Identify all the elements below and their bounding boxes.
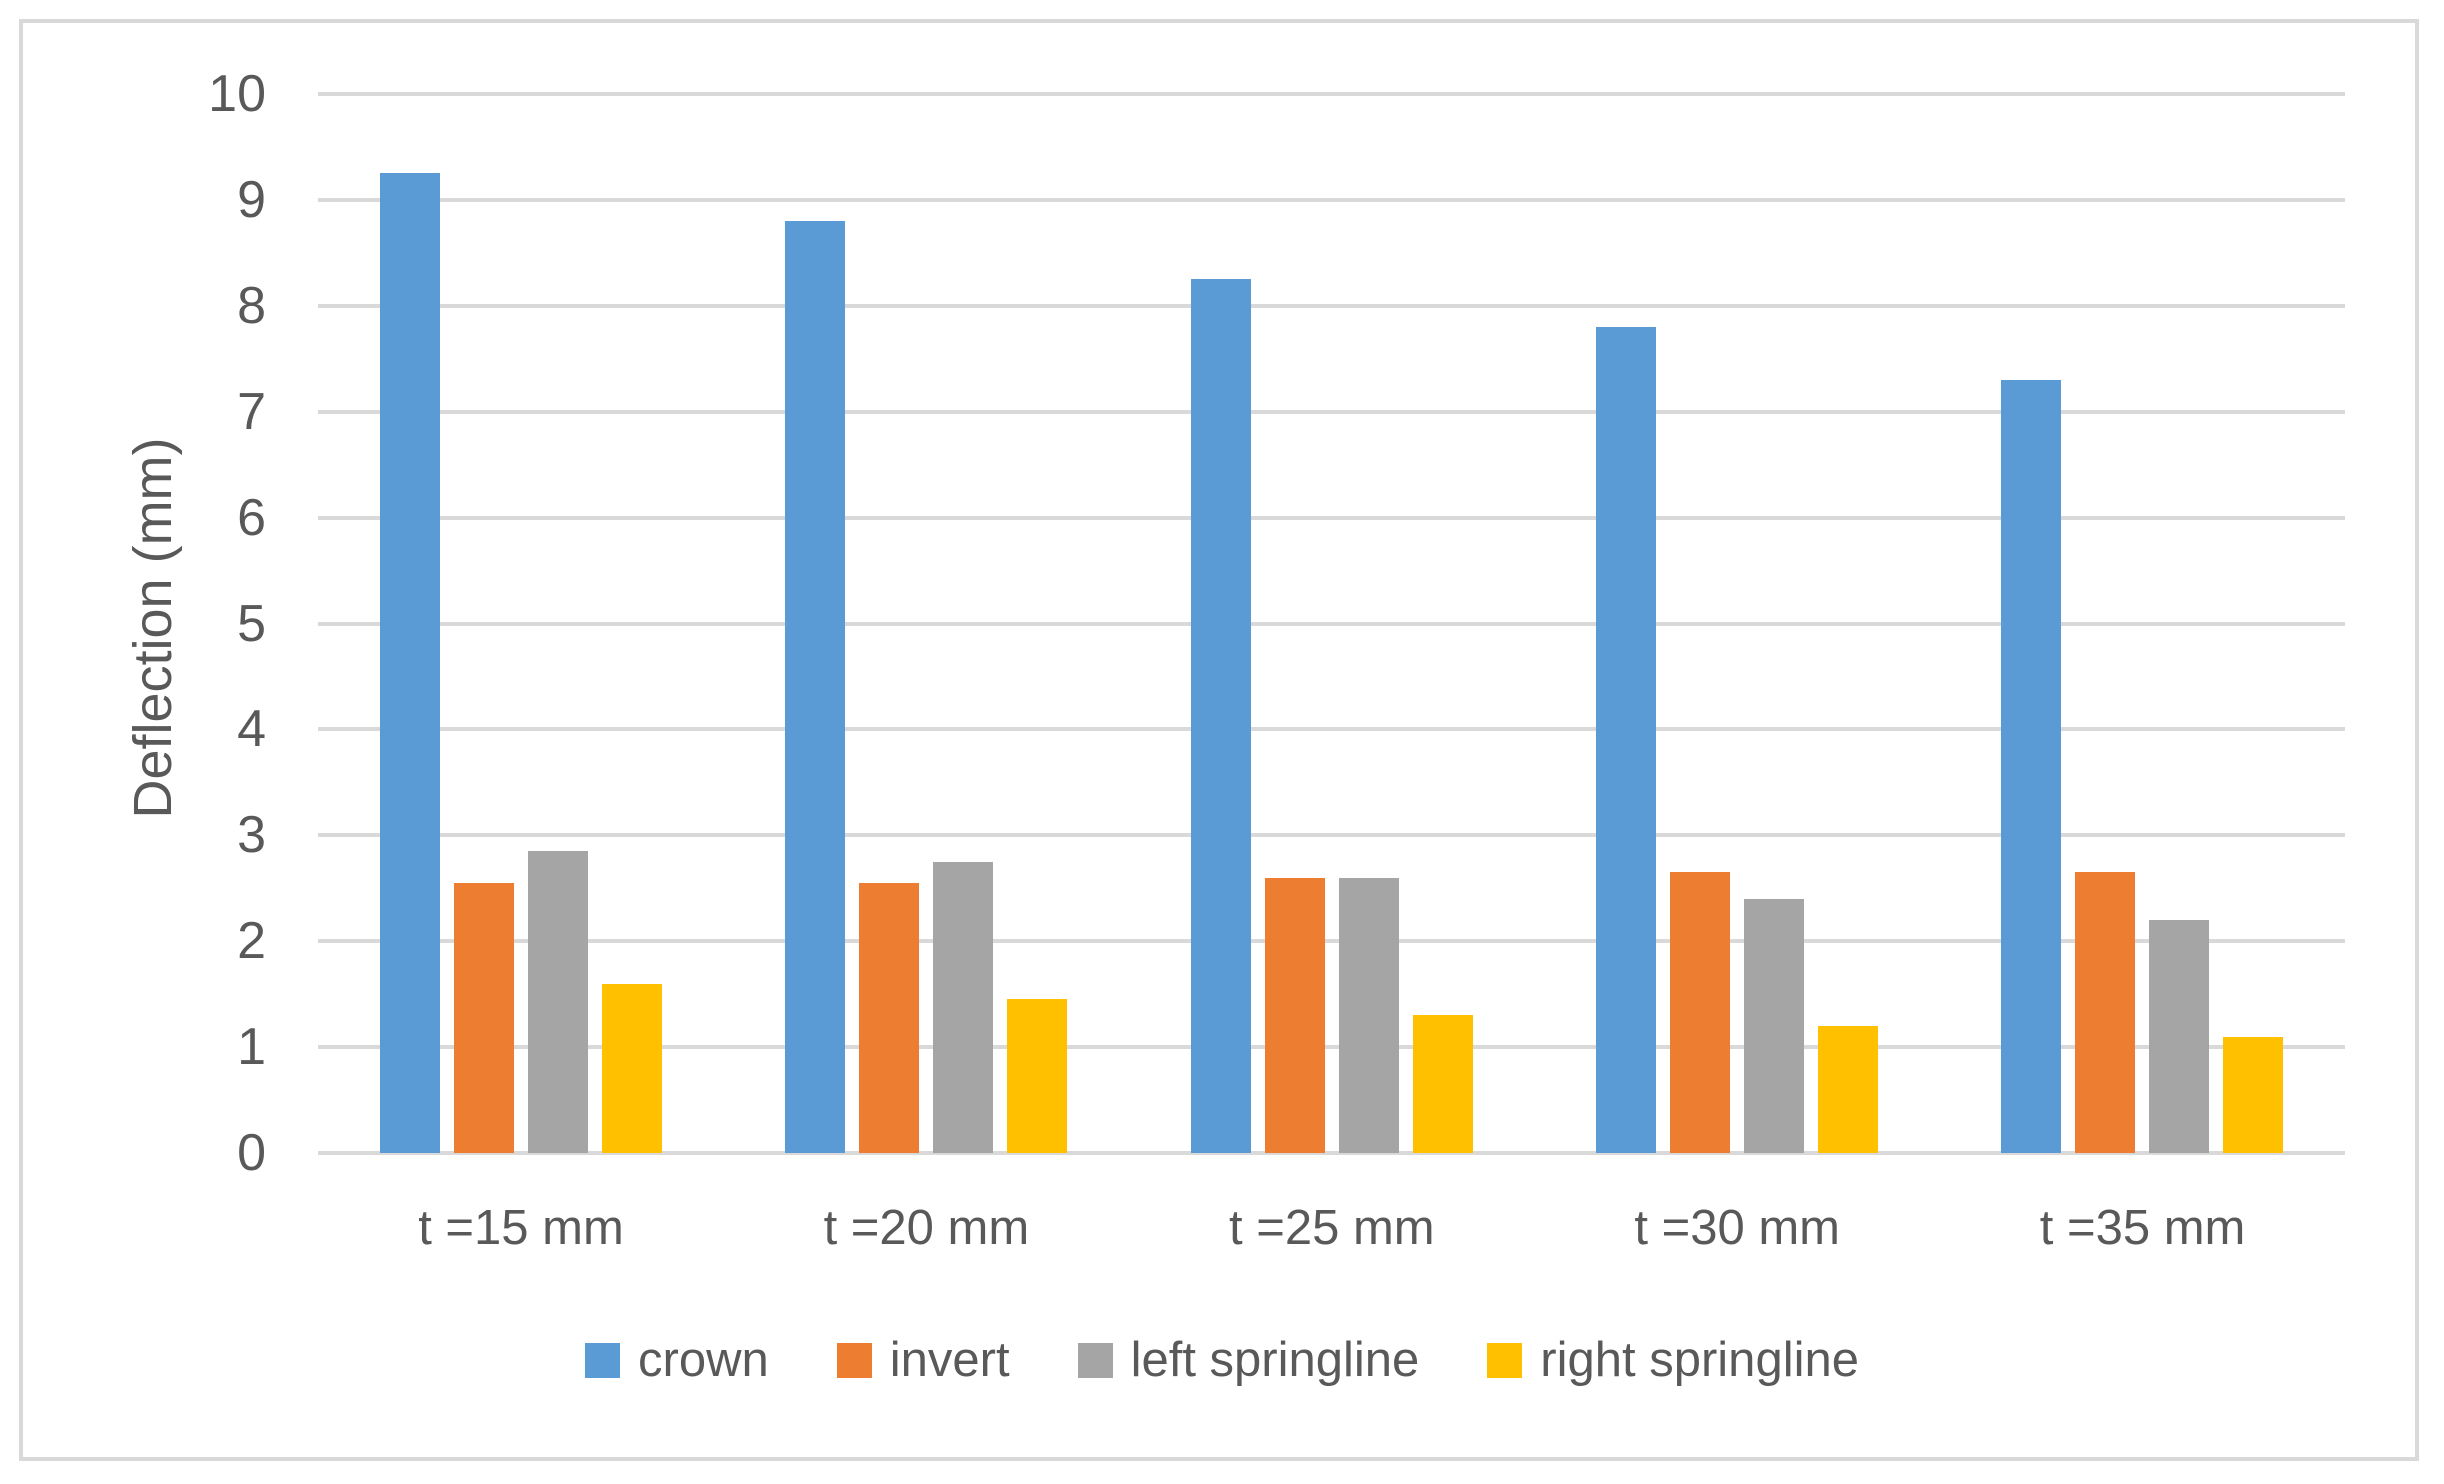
legend-label: right springline (1540, 1333, 1859, 1387)
y-tick-label: 9 (237, 170, 266, 229)
y-tick-label: 5 (237, 594, 266, 653)
y-tick-label: 1 (237, 1018, 266, 1077)
category-label: t =25 mm (1228, 1201, 1435, 1255)
y-tick-label: 6 (237, 488, 266, 547)
legend-swatch (585, 1342, 621, 1378)
legend-item-left-springline: left springline (1077, 1332, 1420, 1388)
y-tick-label: 2 (237, 912, 266, 971)
legend-item-crown: crown (585, 1332, 769, 1388)
plot-area (318, 92, 2345, 1155)
grid-line (318, 621, 2345, 626)
grid-line (318, 1045, 2345, 1050)
y-tick-label: 4 (237, 700, 266, 759)
grid-line (318, 515, 2345, 520)
bar-left-springline-t=30mm (1743, 898, 1804, 1153)
bar-left-springline-t=15mm (527, 851, 588, 1153)
bar-invert-t=15mm (453, 882, 514, 1153)
bar-right-springline-t=25mm (1412, 1015, 1473, 1153)
legend-swatch (1487, 1342, 1523, 1378)
category-label: t =35 mm (2039, 1201, 2246, 1255)
bar-crown-t=35mm (2001, 379, 2062, 1153)
legend-item-right-springline: right springline (1487, 1332, 1859, 1388)
legend-label: invert (889, 1333, 1010, 1387)
bar-crown-t=30mm (1595, 326, 1656, 1153)
bar-invert-t=35mm (2075, 872, 2136, 1153)
bar-crown-t=15mm (379, 173, 440, 1153)
grid-line (318, 833, 2345, 838)
grid-line (318, 409, 2345, 414)
y-tick-label: 8 (237, 276, 266, 335)
category-label: t =30 mm (1634, 1201, 1840, 1255)
grid-line (318, 92, 2345, 96)
bar-crown-t=25mm (1190, 279, 1251, 1153)
bar-left-springline-t=25mm (1338, 877, 1399, 1153)
grid-line (318, 939, 2345, 944)
grid-line (318, 303, 2345, 308)
legend-swatch (1077, 1342, 1113, 1378)
legend: crown invert left springline right springli… (0, 1332, 2444, 1388)
legend-swatch (836, 1342, 872, 1378)
bar-invert-t=20mm (859, 882, 920, 1153)
y-tick-label: 3 (237, 806, 266, 865)
y-tick-label: 7 (237, 382, 266, 441)
bar-left-springline-t=35mm (2149, 920, 2210, 1153)
bar-invert-t=25mm (1264, 877, 1325, 1153)
grid-line (318, 727, 2345, 732)
bar-invert-t=30mm (1669, 872, 1730, 1153)
bar-right-springline-t=20mm (1007, 999, 1068, 1153)
y-tick-label: 10 (208, 65, 266, 123)
bar-right-springline-t=30mm (1817, 1025, 1878, 1153)
grid-line (318, 197, 2345, 202)
grid-line (318, 1151, 2345, 1155)
bar-right-springline-t=15mm (601, 983, 662, 1153)
legend-label: left springline (1130, 1333, 1420, 1387)
category-label: t =20 mm (823, 1201, 1030, 1255)
chart-border (19, 19, 2419, 1461)
y-tick-label: 0 (237, 1124, 266, 1182)
bar-crown-t=20mm (785, 221, 846, 1153)
legend-item-invert: invert (836, 1332, 1010, 1388)
category-label: t =15 mm (418, 1201, 624, 1255)
legend-label: crown (638, 1333, 769, 1387)
bar-left-springline-t=20mm (933, 861, 994, 1153)
bar-right-springline-t=35mm (2223, 1036, 2284, 1153)
